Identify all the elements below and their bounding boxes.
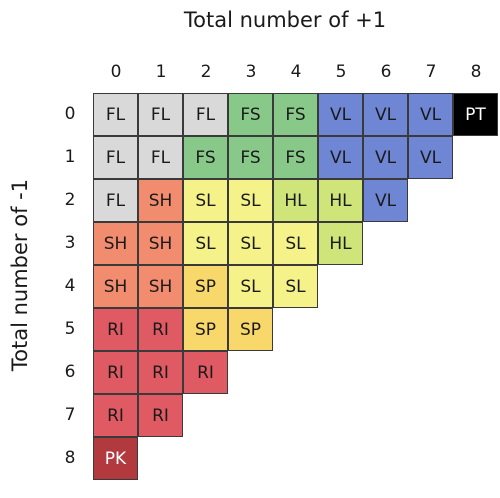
- grid-cell: PT: [453, 93, 498, 136]
- grid-cell: FS: [228, 136, 273, 179]
- row-label: 6: [64, 362, 76, 382]
- grid-cell: FL: [183, 93, 228, 136]
- grid-cell: HL: [273, 179, 318, 222]
- grid-cell: RI: [93, 351, 138, 394]
- grid-cell: SP: [228, 308, 273, 351]
- grid-cell: SP: [183, 265, 228, 308]
- grid-cell: RI: [93, 308, 138, 351]
- top-axis-title: Total number of +1: [183, 8, 387, 32]
- grid-cell: VL: [363, 136, 408, 179]
- grid-cell: VL: [408, 93, 453, 136]
- grid-cell: SL: [228, 265, 273, 308]
- grid-cell: FS: [273, 136, 318, 179]
- grid-cell: SL: [228, 179, 273, 222]
- row-label: 0: [64, 104, 76, 124]
- grid-cell: FS: [228, 93, 273, 136]
- row-label: 1: [64, 147, 76, 167]
- grid-cell: SH: [93, 265, 138, 308]
- grid-cell: SL: [273, 265, 318, 308]
- grid-cell: SL: [183, 179, 228, 222]
- column-label: 4: [290, 62, 302, 82]
- grid-cell: SL: [228, 222, 273, 265]
- grid-cell: RI: [183, 351, 228, 394]
- grid-cell: SH: [138, 265, 183, 308]
- grid-cell: FS: [273, 93, 318, 136]
- grid-cell: HL: [318, 179, 363, 222]
- grid-cell: FS: [183, 136, 228, 179]
- grid-cell: RI: [138, 308, 183, 351]
- grid-cell: PK: [93, 437, 138, 480]
- grid-cell: SL: [183, 222, 228, 265]
- column-label: 0: [110, 62, 122, 82]
- row-label: 2: [64, 190, 76, 210]
- grid-cell: VL: [318, 136, 363, 179]
- grid-cell: RI: [138, 394, 183, 437]
- grid-cell: SH: [93, 222, 138, 265]
- grid-cell: RI: [93, 394, 138, 437]
- grid-cell: FL: [138, 93, 183, 136]
- column-label: 6: [380, 62, 392, 82]
- column-label: 3: [245, 62, 257, 82]
- row-label: 7: [64, 405, 76, 425]
- grid-cell: FL: [93, 179, 138, 222]
- grid-cell: HL: [318, 222, 363, 265]
- grid-cell: RI: [138, 351, 183, 394]
- grid-cell: FL: [138, 136, 183, 179]
- grid-cell: FL: [93, 136, 138, 179]
- column-label: 1: [155, 62, 167, 82]
- grid-cell: VL: [363, 179, 408, 222]
- grid-cell: SL: [273, 222, 318, 265]
- grid-cell: SH: [138, 222, 183, 265]
- grid-cell: VL: [318, 93, 363, 136]
- row-label: 8: [64, 448, 76, 468]
- left-axis-title: Total number of -1: [8, 178, 32, 372]
- grid-cell: SH: [138, 179, 183, 222]
- column-label: 5: [335, 62, 347, 82]
- row-label: 4: [64, 276, 76, 296]
- grid-cell: VL: [363, 93, 408, 136]
- row-label: 3: [64, 233, 76, 253]
- grid-cell: SP: [183, 308, 228, 351]
- column-label: 8: [470, 62, 482, 82]
- column-label: 2: [200, 62, 212, 82]
- grid-cell: FL: [93, 93, 138, 136]
- row-label: 5: [64, 319, 76, 339]
- grid-cell: VL: [408, 136, 453, 179]
- column-label: 7: [425, 62, 437, 82]
